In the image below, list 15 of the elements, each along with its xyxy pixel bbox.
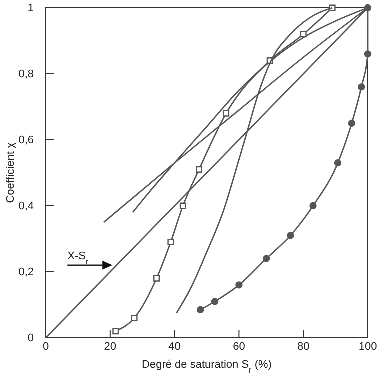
x-tick-label: 100 — [358, 340, 378, 353]
x-tick-label: 40 — [168, 340, 181, 353]
x-axis-title: Degré de saturation S$_{r}$ (%) — [142, 359, 272, 374]
x-tick-label: 0 — [42, 340, 50, 353]
x-tick-label: 60 — [233, 340, 246, 353]
y-tick-label: 0,2 — [18, 266, 34, 279]
y-tick-label: 0,6 — [18, 134, 34, 147]
y-tick-label: 1 — [28, 2, 34, 15]
y-tick-label: 0 — [28, 332, 34, 345]
annotation: X-S$_{r}$ — [68, 250, 89, 266]
y-tick-label: 0,8 — [18, 68, 34, 81]
y-tick-label: 0,4 — [18, 200, 34, 213]
x-tick-label: 20 — [104, 340, 117, 353]
y-axis-title: Coefficient χ — [5, 142, 17, 204]
x-tick-label: 80 — [297, 340, 310, 353]
